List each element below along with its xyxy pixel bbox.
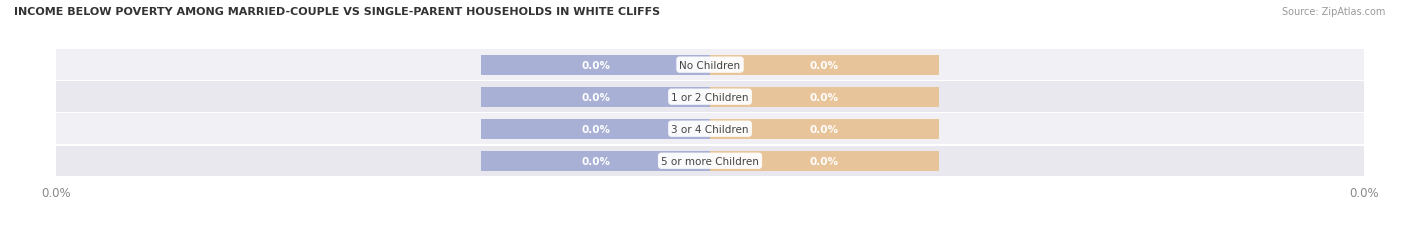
Text: 0.0%: 0.0%: [581, 124, 610, 134]
Bar: [56, 114, 1364, 144]
Text: 0.0%: 0.0%: [581, 156, 610, 166]
Text: 3 or 4 Children: 3 or 4 Children: [671, 124, 749, 134]
Bar: [56, 146, 1364, 176]
Bar: [481, 119, 710, 139]
Bar: [56, 50, 1364, 80]
Text: 0.0%: 0.0%: [810, 124, 839, 134]
Text: 0.0%: 0.0%: [581, 92, 610, 102]
Bar: [710, 119, 939, 139]
Bar: [710, 151, 939, 171]
Text: 0.0%: 0.0%: [810, 92, 839, 102]
Text: 1 or 2 Children: 1 or 2 Children: [671, 92, 749, 102]
Text: No Children: No Children: [679, 60, 741, 70]
Text: 0.0%: 0.0%: [810, 156, 839, 166]
Bar: [56, 82, 1364, 112]
Bar: [710, 55, 939, 75]
Text: INCOME BELOW POVERTY AMONG MARRIED-COUPLE VS SINGLE-PARENT HOUSEHOLDS IN WHITE C: INCOME BELOW POVERTY AMONG MARRIED-COUPL…: [14, 7, 661, 17]
Bar: [481, 151, 710, 171]
Bar: [481, 55, 710, 75]
Bar: [710, 87, 939, 107]
Text: 5 or more Children: 5 or more Children: [661, 156, 759, 166]
Text: 0.0%: 0.0%: [810, 60, 839, 70]
Bar: [481, 87, 710, 107]
Text: Source: ZipAtlas.com: Source: ZipAtlas.com: [1281, 7, 1385, 17]
Text: 0.0%: 0.0%: [581, 60, 610, 70]
